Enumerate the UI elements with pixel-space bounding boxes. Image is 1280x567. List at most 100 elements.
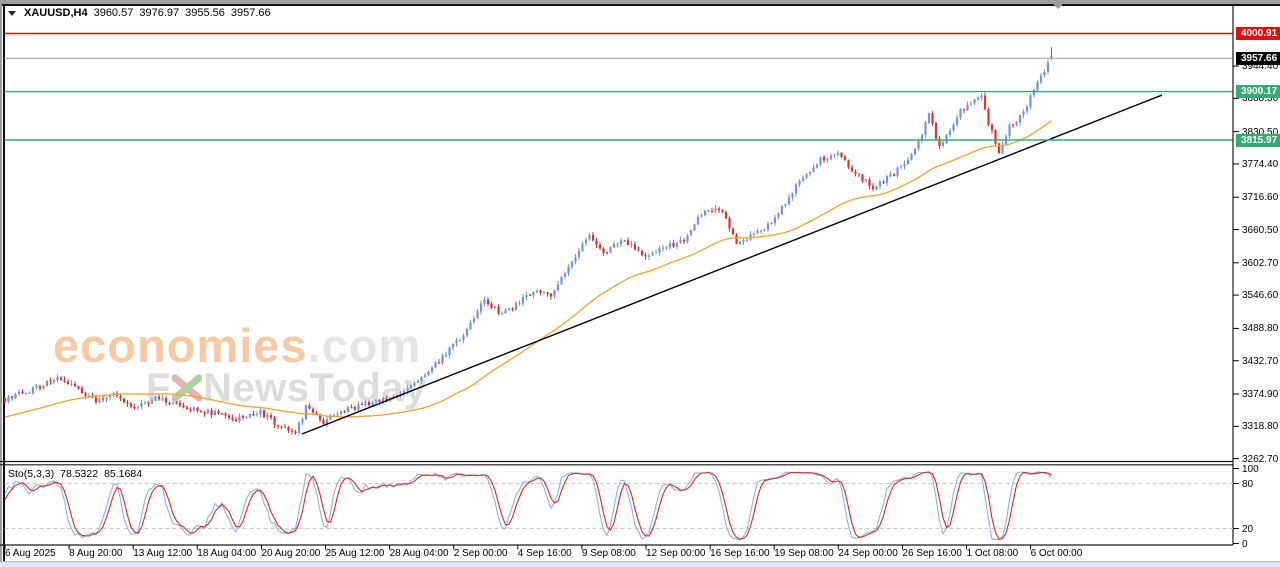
candle-body: [661, 247, 665, 249]
candle-body: [927, 113, 931, 123]
candle-body: [878, 181, 882, 187]
candle-body: [724, 212, 728, 219]
candle-body: [24, 393, 28, 395]
candle-body: [378, 400, 381, 402]
candle-body: [297, 422, 301, 433]
candle-body: [889, 174, 892, 177]
candle-body: [252, 414, 255, 416]
candle-body: [374, 400, 378, 403]
candle-body: [371, 402, 374, 406]
ohlc-low: 3955.56: [185, 7, 225, 19]
candle-body: [626, 240, 630, 245]
candle-body: [1018, 115, 1022, 123]
candle-body: [224, 413, 227, 416]
candle-body: [700, 215, 703, 217]
candle-body: [315, 412, 318, 415]
candle-body: [854, 171, 857, 175]
candle-body: [766, 223, 770, 230]
candle-body: [570, 261, 574, 267]
candle-body: [1011, 124, 1015, 126]
stochastic-name: Sto(5,3,3): [8, 468, 55, 480]
candle-body: [913, 149, 917, 155]
candle-body: [518, 303, 521, 305]
candle-body: [598, 244, 602, 249]
stochastic-d-line: [4, 471, 1052, 541]
candle-body: [770, 222, 773, 224]
candle-body: [301, 418, 304, 423]
candle-body: [126, 402, 129, 404]
stochastic-k-value: 78.5322: [60, 468, 99, 480]
x-axis-label: 18 Aug 04:00: [197, 548, 257, 559]
candle-body: [987, 108, 990, 125]
candle-body: [21, 391, 24, 394]
candle-body: [196, 407, 199, 412]
candle-body: [206, 410, 210, 414]
candle-body: [490, 303, 493, 308]
x-axis-label: 1 Oct 08:00: [966, 548, 1019, 559]
candle-body: [255, 413, 259, 416]
candle-body: [269, 415, 273, 418]
candle-body: [42, 386, 45, 389]
candle-body: [266, 414, 269, 418]
candle-body: [710, 210, 714, 212]
candle-body: [560, 277, 563, 285]
candle-body: [780, 205, 784, 215]
candle-body: [581, 243, 584, 251]
candle-body: [717, 208, 721, 211]
candle-body: [521, 297, 525, 304]
y-axis-tick-label: 3716.60: [1242, 192, 1279, 204]
y-axis-tick-label: 3432.70: [1242, 355, 1279, 367]
time-scale[interactable]: 6 Aug 2025 8 Aug 20:00 13 Aug 12:00 18 Aug …: [0, 546, 1233, 561]
candle-body: [332, 414, 336, 416]
candle-body: [227, 415, 231, 418]
candle-body: [154, 396, 157, 401]
candle-body: [105, 397, 108, 400]
candle-body: [843, 156, 847, 160]
candle-body: [994, 130, 997, 144]
candle-body: [77, 386, 80, 389]
candle-body: [322, 420, 325, 425]
trendline[interactable]: [301, 94, 1163, 435]
x-axis-label: 6 Aug 2025: [5, 548, 56, 559]
candle-body: [437, 362, 441, 364]
candle-body: [906, 159, 910, 164]
candle-body: [234, 419, 238, 421]
candle-body: [350, 406, 353, 408]
candle-body: [84, 393, 87, 396]
candle-body: [819, 157, 822, 165]
candle-body: [973, 99, 976, 104]
symbol-dropdown-icon[interactable]: [8, 10, 16, 16]
candle-body: [885, 176, 889, 183]
candle-body: [1046, 62, 1050, 72]
candle-body: [140, 402, 143, 407]
candle-body: [917, 140, 920, 149]
candle-body: [826, 159, 829, 161]
candle-body: [273, 417, 276, 426]
chart-shift-marker[interactable]: [1052, 3, 1064, 9]
candle-body: [651, 252, 654, 256]
candle-body: [591, 235, 595, 241]
candle-body: [980, 95, 983, 98]
candle-body: [934, 123, 938, 139]
candle-body: [850, 167, 854, 172]
candle-body: [640, 250, 644, 256]
candle-body: [304, 405, 308, 420]
stochastic-scale-label: 20: [1242, 523, 1254, 535]
current-price-price-badge: 3957.66: [1236, 51, 1280, 65]
candle-body: [472, 318, 476, 323]
candle-body: [80, 388, 84, 394]
candle-body: [619, 240, 623, 245]
price-scale[interactable]: 3944.40 3888.30 3830.50 3774.40 3716.60 3660.…: [1234, 5, 1280, 561]
support-price-badge: 3815.97: [1236, 133, 1280, 147]
candle-body: [822, 157, 826, 161]
candle-body: [952, 124, 955, 131]
candle-body: [448, 347, 451, 355]
candle-body: [875, 186, 878, 190]
plot-border-top: [0, 4, 1280, 6]
candle-body: [133, 406, 136, 409]
candle-body: [339, 411, 343, 415]
candle-body: [367, 401, 371, 406]
candle-body: [798, 180, 801, 185]
candle-body: [1032, 89, 1036, 96]
